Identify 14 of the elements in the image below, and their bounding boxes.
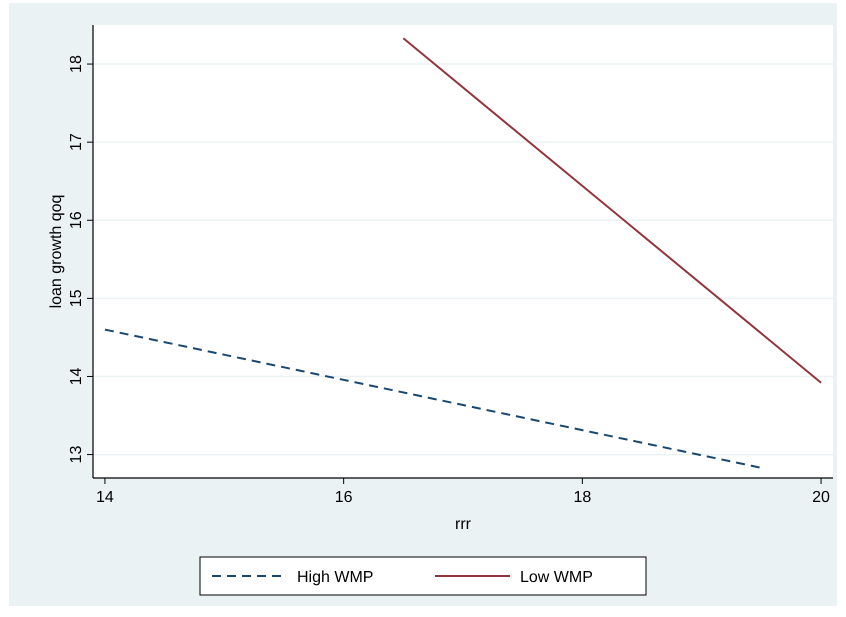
- y-tick-label: 17: [68, 133, 85, 152]
- legend-label: High WMP: [297, 569, 374, 586]
- y-tick-label: 13: [68, 446, 85, 464]
- y-axis-title: loan growth qoq: [48, 194, 65, 308]
- x-axis-title: rrr: [455, 516, 472, 533]
- y-tick-label: 14: [68, 367, 85, 386]
- y-tick-label: 16: [68, 211, 85, 230]
- y-tick-label: 18: [68, 55, 85, 73]
- legend-label: Low WMP: [520, 569, 593, 586]
- x-tick-label: 14: [96, 489, 114, 506]
- y-tick-label: 15: [68, 289, 85, 308]
- x-tick-label: 16: [334, 489, 353, 506]
- x-tick-label: 18: [573, 489, 592, 506]
- x-tick-label: 20: [812, 489, 830, 506]
